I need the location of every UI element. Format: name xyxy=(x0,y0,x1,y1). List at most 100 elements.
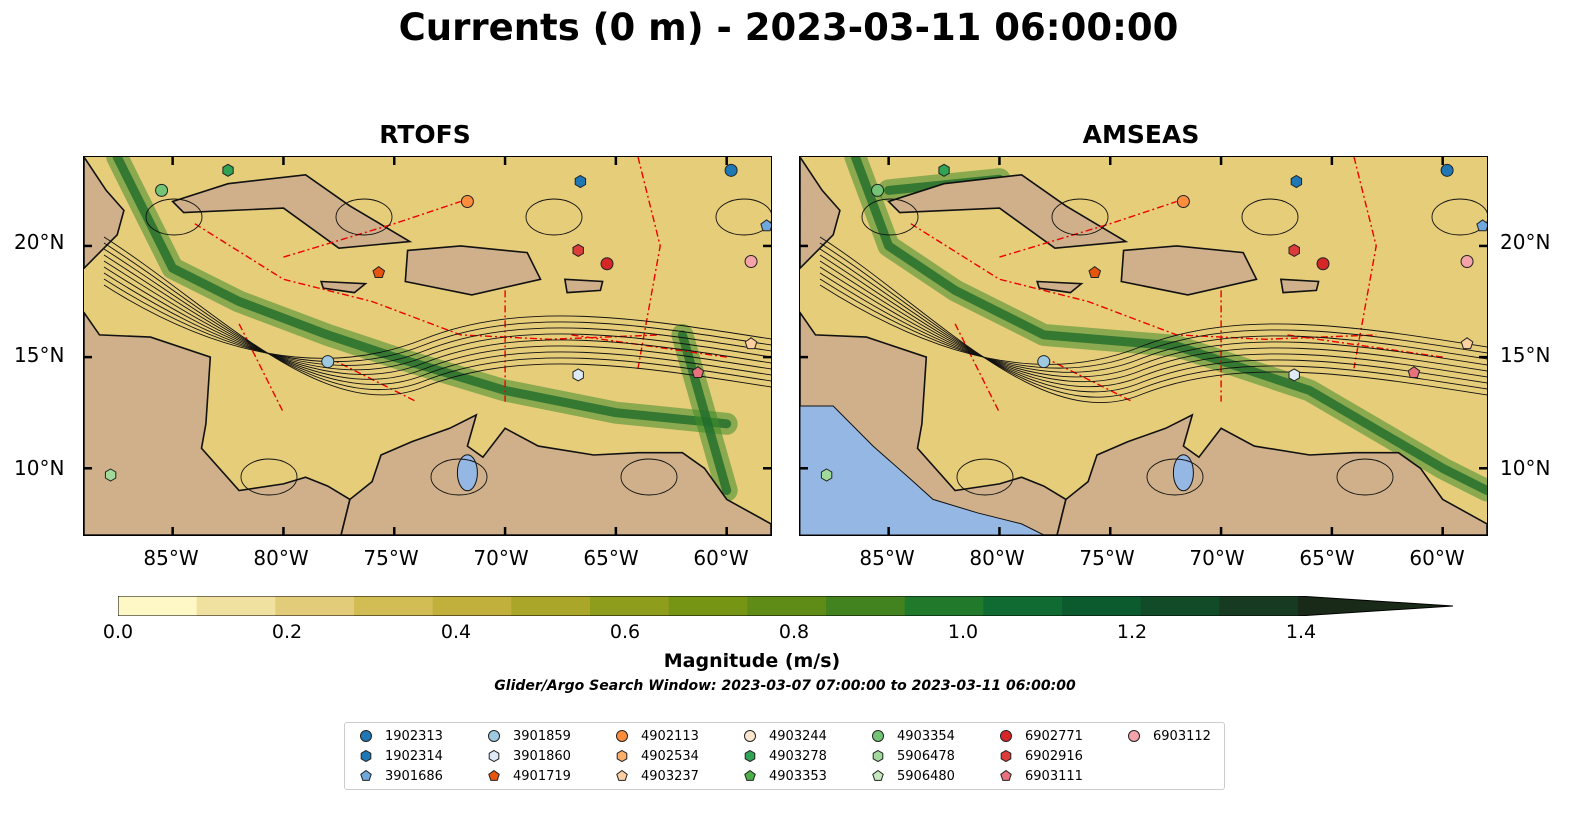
float-marker-4903237 xyxy=(744,337,758,350)
colorbar-label: Magnitude (m/s) xyxy=(663,650,841,672)
colorbar-segment xyxy=(747,596,827,616)
legend-item: 6902916 xyxy=(999,747,1083,765)
float-marker-4903354 xyxy=(871,183,885,197)
float-marker-6903111 xyxy=(691,366,705,378)
map-panel-rtofs xyxy=(83,156,772,536)
colorbar-extend-arrow xyxy=(1298,596,1453,616)
legend-item: 4903244 xyxy=(743,727,827,745)
legend-label: 4903354 xyxy=(897,728,955,744)
legend-item: 4901719 xyxy=(487,767,571,785)
lon-label-85w: 85°W xyxy=(143,546,199,570)
float-marker-4903278 xyxy=(938,163,950,177)
colorbar-tick: 1.2 xyxy=(1116,621,1148,643)
float-marker-6902771 xyxy=(1316,257,1330,271)
lat-label-20n-left: 20°N xyxy=(14,230,65,254)
float-marker-3901860 xyxy=(572,368,584,382)
legend-marker-icon xyxy=(1000,749,1012,763)
search-window-text: Glider/Argo Search Window: 2023-03-07 07… xyxy=(494,678,1076,694)
colorbar-tick: 1.4 xyxy=(1285,621,1317,643)
legend-label: 4901719 xyxy=(513,768,571,784)
float-marker-6902916 xyxy=(572,243,584,257)
float-marker-3901859 xyxy=(321,355,335,369)
colorbar-segment xyxy=(196,596,276,616)
float-marker-4902113 xyxy=(460,194,474,208)
legend-marker-icon xyxy=(744,730,756,742)
legend-item: 4902534 xyxy=(615,747,699,765)
colorbar-gradient xyxy=(117,595,1454,617)
float-marker-4901719 xyxy=(1088,265,1102,278)
legend-marker-icon xyxy=(744,769,756,781)
lon-label-80w: 80°W xyxy=(969,546,1025,570)
lon-label-65w: 65°W xyxy=(1299,546,1355,570)
legend-label: 4903237 xyxy=(641,768,699,784)
colorbar xyxy=(117,595,1454,617)
float-marker-4903278 xyxy=(222,163,234,177)
float-marker-1902313 xyxy=(1440,163,1454,177)
legend-marker-icon xyxy=(872,749,884,763)
float-marker-3901859 xyxy=(1037,355,1051,369)
current-magnitude-map-amseas xyxy=(800,157,1487,535)
float-marker-3901686 xyxy=(760,219,771,232)
legend-marker-icon xyxy=(488,730,500,742)
legend-item: 1902314 xyxy=(359,747,443,765)
float-markers xyxy=(820,163,1487,482)
streamlines xyxy=(819,198,1487,496)
legend-marker-icon xyxy=(360,749,372,763)
legend-item: 5906478 xyxy=(871,747,955,765)
colorbar-segment xyxy=(1140,596,1220,616)
legend-marker-icon xyxy=(872,769,884,781)
panel-title-rtofs: RTOFS xyxy=(379,120,471,149)
legend-item: 3901860 xyxy=(487,747,571,765)
colorbar-segment xyxy=(983,596,1063,616)
float-marker-6902771 xyxy=(600,257,614,271)
colorbar-tick: 0.2 xyxy=(271,621,303,643)
current-magnitude-map-rtofs xyxy=(84,157,771,535)
legend-item: 4903278 xyxy=(743,747,827,765)
float-marker-4901719 xyxy=(372,265,386,278)
legend-item: 4903237 xyxy=(615,767,699,785)
legend-marker-icon xyxy=(360,730,372,742)
legend-item: 6903112 xyxy=(1127,727,1211,745)
legend-label: 6903112 xyxy=(1153,728,1211,744)
colorbar-segment xyxy=(590,596,670,616)
colorbar-segment xyxy=(904,596,984,616)
float-marker-6903112 xyxy=(1460,255,1474,269)
float-marker-6903111 xyxy=(1407,366,1421,378)
legend-marker-icon xyxy=(1000,769,1012,781)
lat-label-20n-right: 20°N xyxy=(1500,230,1551,254)
colorbar-segment xyxy=(511,596,591,616)
colorbar-tick: 0.8 xyxy=(778,621,810,643)
colorbar-segment xyxy=(1062,596,1142,616)
legend-item: 6902771 xyxy=(999,727,1083,745)
colorbar-tick: 1.0 xyxy=(947,621,979,643)
legend-label: 4903278 xyxy=(769,748,827,764)
colorbar-tick: 0.6 xyxy=(609,621,641,643)
colorbar-tick: 0.4 xyxy=(440,621,472,643)
float-marker-6903112 xyxy=(744,255,758,269)
float-markers xyxy=(104,163,771,482)
legend-label: 6902916 xyxy=(1025,748,1083,764)
eez-boundaries xyxy=(910,157,1443,414)
legend-label: 5906478 xyxy=(897,748,955,764)
lat-label-15n-left: 15°N xyxy=(14,343,65,367)
legend-label: 1902314 xyxy=(385,748,443,764)
lat-label-10n-left: 10°N xyxy=(14,456,65,480)
legend-marker-icon xyxy=(488,749,500,763)
float-marker-1902313 xyxy=(724,163,738,177)
colorbar-tick: 0.0 xyxy=(102,621,134,643)
legend-label: 6902771 xyxy=(1025,728,1083,744)
legend-label: 6903111 xyxy=(1025,768,1083,784)
lon-label-60w: 60°W xyxy=(693,546,749,570)
colorbar-segment xyxy=(432,596,512,616)
float-marker-4902113 xyxy=(1176,194,1190,208)
legend-marker-icon xyxy=(1000,730,1012,742)
panel-title-amseas: AMSEAS xyxy=(1082,120,1200,149)
float-legend: 1902313 1902314 3901686 3901859 3901860 49017… xyxy=(344,722,1225,790)
legend-item: 5906480 xyxy=(871,767,955,785)
legend-marker-icon xyxy=(1128,730,1140,742)
legend-item: 3901859 xyxy=(487,727,571,745)
lon-label-60w: 60°W xyxy=(1409,546,1465,570)
colorbar-segment xyxy=(826,596,906,616)
lon-label-70w: 70°W xyxy=(473,546,529,570)
legend-marker-icon xyxy=(488,769,500,781)
